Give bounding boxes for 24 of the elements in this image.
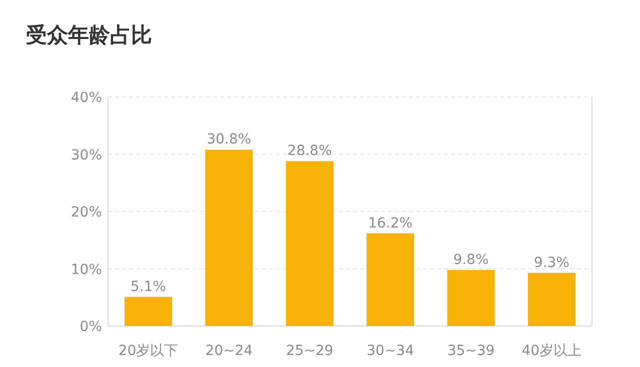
data-label: 28.8% — [287, 143, 332, 160]
data-label: 5.1% — [130, 278, 166, 295]
bar — [447, 270, 495, 326]
x-tick-label: 40岁以上 — [522, 343, 582, 359]
data-label: 9.3% — [534, 254, 570, 271]
bar — [528, 272, 576, 326]
chart-title: 受众年龄占比 — [26, 23, 152, 47]
y-tick-label: 40% — [70, 90, 102, 106]
y-tick-label: 0% — [80, 319, 102, 335]
x-tick-label: 30~34 — [366, 343, 414, 359]
data-label: 16.2% — [368, 215, 413, 232]
y-tick-label: 10% — [70, 262, 102, 278]
x-tick-label: 35~39 — [447, 343, 495, 359]
bar — [205, 150, 253, 326]
bar — [366, 233, 414, 326]
x-tick-label: 20~24 — [205, 343, 253, 359]
y-tick-label: 30% — [70, 147, 102, 164]
data-label: 9.8% — [453, 252, 489, 268]
bar — [124, 296, 172, 326]
data-label: 30.8% — [206, 132, 252, 148]
x-tick-label: 25~29 — [286, 343, 334, 359]
y-tick-label: 20% — [70, 204, 102, 220]
x-tick-label: 20岁以下 — [118, 343, 178, 359]
bar — [286, 161, 334, 326]
